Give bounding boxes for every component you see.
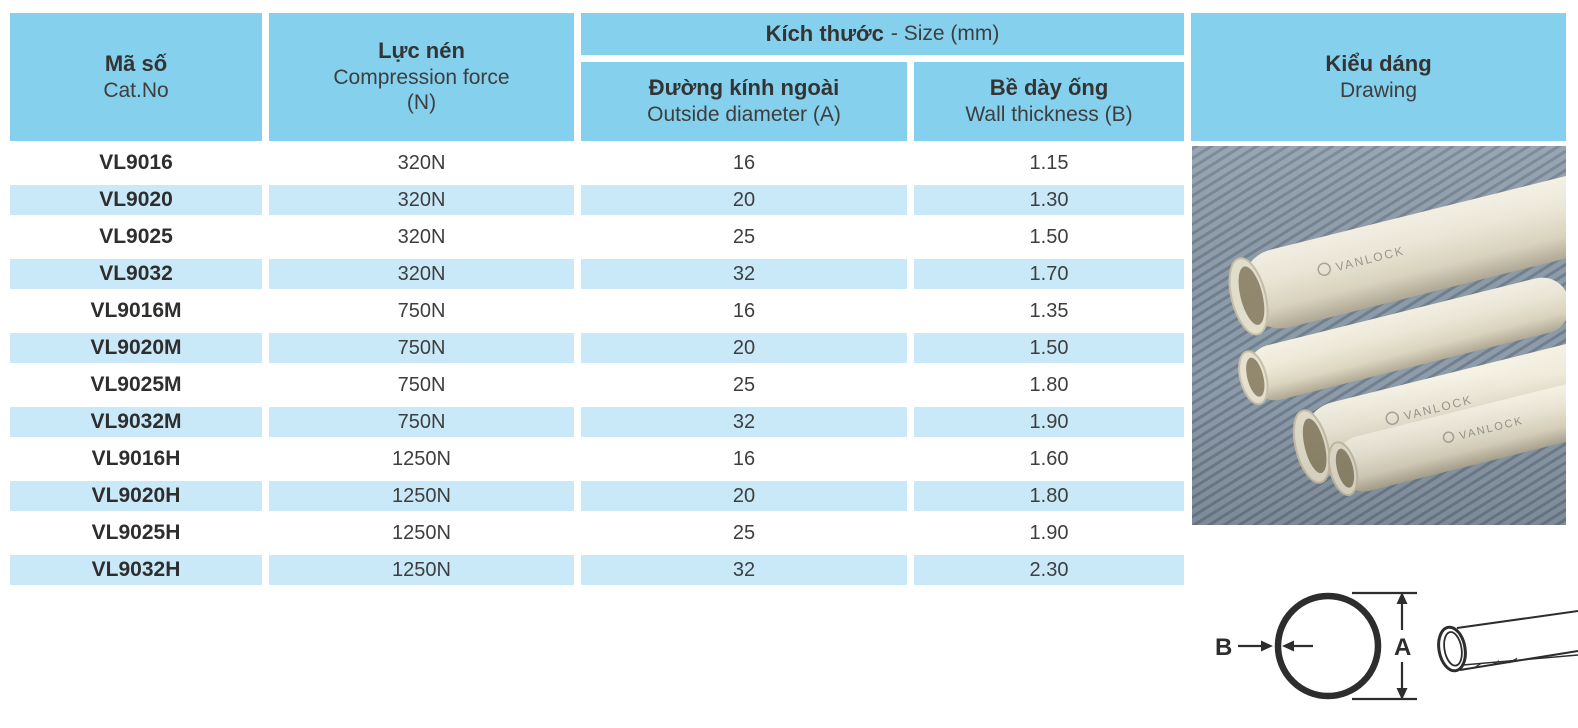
row-5-force: 750N — [397, 299, 446, 322]
row-1-force: 320N — [397, 151, 446, 174]
row-3-wall-thickness: 1.50 — [1029, 225, 1069, 248]
wall-hatch — [1472, 662, 1482, 670]
wall-thickness-label: B — [1215, 634, 1232, 661]
row-7-force: 750N — [397, 373, 446, 396]
header-cat-no: Mã số Cat.No — [10, 13, 262, 141]
header-compression-force: Lực nén Compression force (N) — [269, 13, 574, 141]
row-2-force: 320N — [269, 185, 574, 215]
row-10-outside-diameter: 20 — [581, 481, 907, 511]
row-3-cat-no: VL9025 — [99, 225, 173, 248]
row-5-wall-thickness: 1.35 — [1029, 299, 1069, 322]
row-8-outside-diameter: 32 — [581, 407, 907, 437]
pipe-side-end-inner — [1443, 631, 1463, 667]
row-12-force: 1250N — [269, 555, 574, 585]
header-drawing: Kiểu dáng Drawing — [1191, 13, 1566, 141]
row-6-outside-diameter: 20 — [581, 333, 907, 363]
wall-hatch — [1508, 657, 1518, 664]
row-7-wall-thickness: 1.80 — [1029, 373, 1069, 396]
row-9-cat-no: VL9016H — [91, 447, 181, 470]
pipe-side-view — [1437, 610, 1578, 673]
pipe-cross-section-circle — [1274, 592, 1382, 700]
row-9-wall-thickness: 1.60 — [1029, 447, 1069, 470]
row-1-wall-thickness: 1.15 — [1029, 151, 1069, 174]
row-10-force: 1250N — [269, 481, 574, 511]
row-12-cat-no: VL9032H — [10, 555, 262, 585]
row-2-wall-thickness: 1.30 — [914, 185, 1184, 215]
row-5-cat-no: VL9016M — [90, 299, 182, 322]
row-4-cat-no: VL9032 — [10, 259, 262, 289]
header-outside-diameter-vi: Đường kính ngoài — [648, 75, 840, 101]
row-1-outside-diameter: 16 — [732, 151, 756, 174]
b-arrowhead-right-icon — [1261, 640, 1273, 652]
row-6-cat-no: VL9020M — [10, 333, 262, 363]
outside-diameter-label: A — [1394, 634, 1411, 661]
row-11-force: 1250N — [392, 521, 451, 544]
a-arrowhead-down-icon — [1396, 688, 1408, 700]
b-arrowhead-left-icon — [1282, 640, 1294, 652]
header-force-vi: Lực nén — [378, 37, 465, 63]
row-11-outside-diameter: 25 — [732, 521, 756, 544]
product-photo: VANLOCK VANLOCK VANLOCK — [1192, 146, 1566, 525]
header-size-vi: Kích thước — [765, 21, 884, 46]
header-size-group: Kích thước - Size (mm) Đường kính ngoài … — [581, 13, 1184, 141]
header-outside-diameter-en: Outside diameter (A) — [647, 103, 841, 127]
header-wall-thickness-en: Wall thickness (B) — [965, 103, 1133, 127]
pipes-photo-illustration: VANLOCK VANLOCK VANLOCK — [1192, 146, 1566, 525]
row-9-outside-diameter: 16 — [732, 447, 756, 470]
row-4-outside-diameter: 32 — [581, 259, 907, 289]
row-12-wall-thickness: 2.30 — [914, 555, 1184, 585]
row-8-wall-thickness: 1.90 — [914, 407, 1184, 437]
row-1-cat-no: VL9016 — [99, 151, 173, 174]
pipe-side-top-line — [1456, 610, 1578, 629]
header-wall-thickness: Bề dày ống Wall thickness (B) — [914, 62, 1184, 141]
pipe-side-inner-wall-line — [1462, 654, 1578, 666]
header-size-en: - Size (mm) — [890, 22, 1000, 45]
a-arrowhead-up-icon — [1396, 592, 1408, 604]
row-3-outside-diameter: 25 — [732, 225, 756, 248]
photo-vignette — [1192, 146, 1566, 525]
row-7-cat-no: VL9025M — [90, 373, 182, 396]
row-4-force: 320N — [269, 259, 574, 289]
cross-section-diagram: B A — [1205, 585, 1578, 715]
row-7-outside-diameter: 25 — [732, 373, 756, 396]
row-6-force: 750N — [269, 333, 574, 363]
header-drawing-en: Drawing — [1339, 78, 1418, 102]
dimension-drawing: B A — [1215, 591, 1578, 701]
spec-table-body: VL9016 320N 16 1.15 VL9020 320N 20 1.30 VL9025 32… — [10, 148, 1184, 585]
row-11-wall-thickness: 1.90 — [1029, 521, 1069, 544]
header-wall-thickness-vi: Bề dày ống — [989, 75, 1109, 101]
header-drawing-vi: Kiểu dáng — [1325, 50, 1432, 76]
header-size-subcolumns: Đường kính ngoài Outside diameter (A) Bề… — [581, 62, 1184, 141]
row-8-cat-no: VL9032M — [10, 407, 262, 437]
row-10-cat-no: VL9020H — [10, 481, 262, 511]
header-force-unit: (N) — [406, 91, 437, 115]
row-9-force: 1250N — [392, 447, 451, 470]
spec-table-header: Mã số Cat.No Lực nén Compression force (… — [10, 13, 1566, 141]
row-6-wall-thickness: 1.50 — [914, 333, 1184, 363]
row-12-outside-diameter: 32 — [581, 555, 907, 585]
row-2-outside-diameter: 20 — [581, 185, 907, 215]
row-4-wall-thickness: 1.70 — [914, 259, 1184, 289]
header-outside-diameter: Đường kính ngoài Outside diameter (A) — [581, 62, 907, 141]
row-10-wall-thickness: 1.80 — [914, 481, 1184, 511]
header-force-en: Compression force — [333, 65, 510, 89]
wall-hatch — [1490, 660, 1500, 667]
header-cat-no-en: Cat.No — [103, 78, 169, 102]
row-2-cat-no: VL9020 — [10, 185, 262, 215]
row-3-force: 320N — [397, 225, 446, 248]
row-5-outside-diameter: 16 — [732, 299, 756, 322]
row-11-cat-no: VL9025H — [91, 521, 181, 544]
header-size-band: Kích thước - Size (mm) — [581, 13, 1184, 55]
row-8-force: 750N — [269, 407, 574, 437]
header-cat-no-vi: Mã số — [104, 50, 168, 76]
